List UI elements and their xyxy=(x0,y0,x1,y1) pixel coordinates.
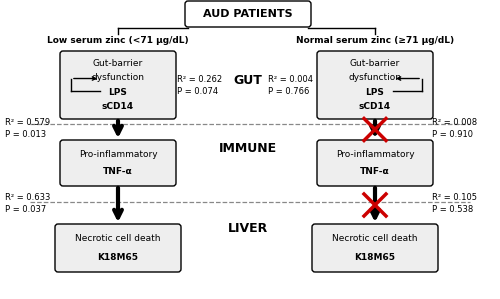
Text: R² = 0.579: R² = 0.579 xyxy=(5,118,50,127)
Text: R² = 0.105: R² = 0.105 xyxy=(432,193,477,202)
FancyBboxPatch shape xyxy=(317,140,433,186)
Text: P = 0.074: P = 0.074 xyxy=(177,86,218,95)
Text: Pro-inflammatory: Pro-inflammatory xyxy=(336,150,414,159)
FancyBboxPatch shape xyxy=(312,224,438,272)
Text: LPS: LPS xyxy=(108,88,128,97)
Text: R² = 0.633: R² = 0.633 xyxy=(5,193,51,202)
Text: Gut-barrier: Gut-barrier xyxy=(93,59,143,68)
Text: P = 0.766: P = 0.766 xyxy=(268,86,310,95)
Text: AUD PATIENTS: AUD PATIENTS xyxy=(203,9,293,19)
FancyBboxPatch shape xyxy=(185,1,311,27)
Text: IMMUNE: IMMUNE xyxy=(219,141,277,155)
Text: dysfunction: dysfunction xyxy=(348,73,402,82)
Text: K18M65: K18M65 xyxy=(98,253,138,262)
Text: R² = 0.008: R² = 0.008 xyxy=(432,118,477,127)
Text: sCD14: sCD14 xyxy=(359,102,391,111)
Text: TNF-α: TNF-α xyxy=(360,167,390,176)
Text: sCD14: sCD14 xyxy=(102,102,134,111)
Text: Low serum zinc (<71 μg/dL): Low serum zinc (<71 μg/dL) xyxy=(47,36,189,45)
Text: LIVER: LIVER xyxy=(228,222,268,234)
FancyBboxPatch shape xyxy=(60,140,176,186)
Text: R² = 0.004: R² = 0.004 xyxy=(268,74,313,83)
Text: Normal serum zinc (≥71 μg/dL): Normal serum zinc (≥71 μg/dL) xyxy=(296,36,454,45)
Text: LPS: LPS xyxy=(366,88,384,97)
FancyBboxPatch shape xyxy=(55,224,181,272)
Text: P = 0.013: P = 0.013 xyxy=(5,130,46,139)
Text: K18M65: K18M65 xyxy=(354,253,396,262)
Text: dysfunction: dysfunction xyxy=(92,73,144,82)
Text: P = 0.037: P = 0.037 xyxy=(5,205,46,214)
Text: R² = 0.262: R² = 0.262 xyxy=(177,74,222,83)
Text: GUT: GUT xyxy=(234,74,262,86)
Text: P = 0.910: P = 0.910 xyxy=(432,130,473,139)
Text: Necrotic cell death: Necrotic cell death xyxy=(75,234,161,243)
Text: Pro-inflammatory: Pro-inflammatory xyxy=(78,150,158,159)
Text: TNF-α: TNF-α xyxy=(103,167,133,176)
Text: P = 0.538: P = 0.538 xyxy=(432,205,473,214)
Text: Necrotic cell death: Necrotic cell death xyxy=(332,234,418,243)
FancyBboxPatch shape xyxy=(317,51,433,119)
Text: Gut-barrier: Gut-barrier xyxy=(350,59,400,68)
FancyBboxPatch shape xyxy=(60,51,176,119)
